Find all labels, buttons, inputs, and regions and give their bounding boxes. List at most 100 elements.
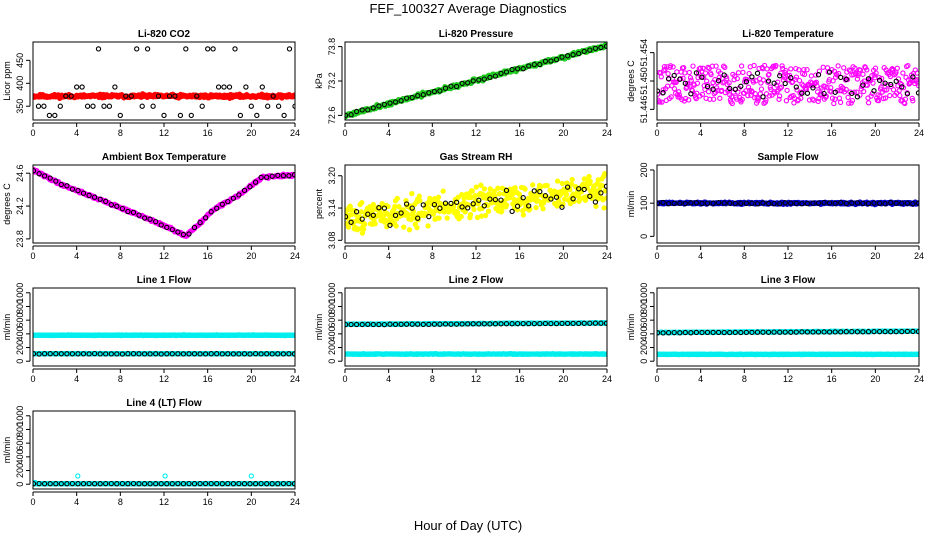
data-point	[526, 320, 532, 327]
y-axis-label: ml/min	[626, 191, 636, 218]
data-point	[358, 209, 364, 215]
data-point	[882, 201, 888, 207]
data-point	[353, 321, 360, 328]
series-avg	[35, 46, 295, 119]
data-point	[225, 351, 231, 357]
data-point	[570, 196, 576, 202]
data-point	[476, 77, 482, 83]
data-point	[225, 198, 231, 205]
data-point	[58, 181, 64, 188]
x-tick-label: 24	[914, 251, 924, 261]
data-point	[681, 64, 687, 71]
data-point	[569, 176, 575, 183]
data-point	[41, 351, 48, 357]
data-point	[372, 221, 378, 227]
data-point	[783, 98, 790, 104]
data-point	[581, 48, 587, 55]
data-point	[469, 188, 475, 194]
x-tick-label: 12	[159, 251, 169, 261]
data-point	[743, 79, 750, 85]
data-point	[592, 199, 599, 205]
x-tick-label: 24	[914, 128, 924, 138]
data-point	[660, 199, 666, 206]
data-point	[417, 198, 423, 204]
data-point	[68, 93, 74, 99]
data-point	[897, 92, 903, 99]
data-point	[564, 320, 571, 327]
data-point	[348, 219, 354, 225]
data-point	[893, 200, 899, 206]
data-points	[33, 166, 295, 239]
data-point	[658, 74, 664, 80]
data-point	[219, 351, 225, 357]
data-point	[476, 321, 482, 327]
data-point	[776, 96, 782, 102]
data-point	[509, 208, 515, 215]
data-point	[700, 65, 706, 71]
data-point	[846, 100, 852, 106]
data-point	[854, 200, 861, 206]
y-axis-label: kPa	[314, 73, 324, 89]
panel-title: Line 2 Flow	[449, 275, 504, 286]
data-point	[164, 351, 170, 357]
data-point	[362, 221, 368, 227]
data-point	[835, 63, 841, 69]
data-point	[495, 185, 501, 191]
data-point	[914, 70, 919, 76]
data-point	[904, 91, 911, 97]
data-point	[688, 77, 694, 83]
data-point	[755, 96, 762, 102]
data-point	[810, 85, 816, 91]
data-point	[286, 173, 292, 179]
data-point	[687, 75, 694, 81]
data-point	[455, 209, 461, 216]
data-point	[381, 205, 388, 211]
data-point	[119, 351, 126, 357]
data-point	[570, 52, 576, 58]
data-point	[676, 89, 682, 95]
x-tick-label: 4	[74, 374, 79, 384]
data-point	[258, 351, 264, 357]
y-tick-label: 400	[327, 326, 337, 341]
y-axis-label: ml/min	[314, 314, 324, 341]
data-point	[804, 67, 810, 73]
data-point	[259, 84, 265, 90]
data-point	[682, 80, 688, 86]
data-point	[705, 89, 712, 95]
data-point	[150, 103, 156, 109]
data-point	[394, 195, 400, 202]
data-point	[710, 200, 716, 206]
data-point	[732, 200, 738, 207]
data-point	[763, 97, 769, 103]
data-point	[789, 79, 795, 86]
data-point	[659, 99, 665, 105]
data-point	[732, 86, 738, 92]
data-point	[365, 107, 371, 113]
data-point	[510, 201, 516, 207]
data-point	[754, 201, 761, 207]
data-point	[237, 112, 244, 119]
series-avg	[33, 350, 295, 357]
data-point	[670, 64, 676, 70]
x-tick-label: 24	[602, 374, 612, 384]
data-point	[799, 90, 805, 96]
data-point	[461, 195, 467, 202]
data-point	[738, 63, 745, 69]
data-point	[79, 84, 85, 90]
data-point	[791, 100, 797, 106]
data-point	[353, 209, 360, 215]
x-tick-label: 4	[386, 128, 391, 138]
x-tick-label: 8	[430, 374, 435, 384]
data-point	[910, 98, 916, 104]
data-point	[598, 320, 604, 326]
y-tick-label: 73.2	[327, 72, 337, 90]
y-tick-label: 200	[15, 340, 25, 355]
x-tick-label: 20	[870, 251, 880, 261]
data-point	[459, 80, 465, 87]
y-tick-label: 1000	[15, 283, 25, 303]
data-point	[843, 200, 849, 207]
data-point	[114, 203, 120, 209]
data-point	[478, 182, 484, 188]
